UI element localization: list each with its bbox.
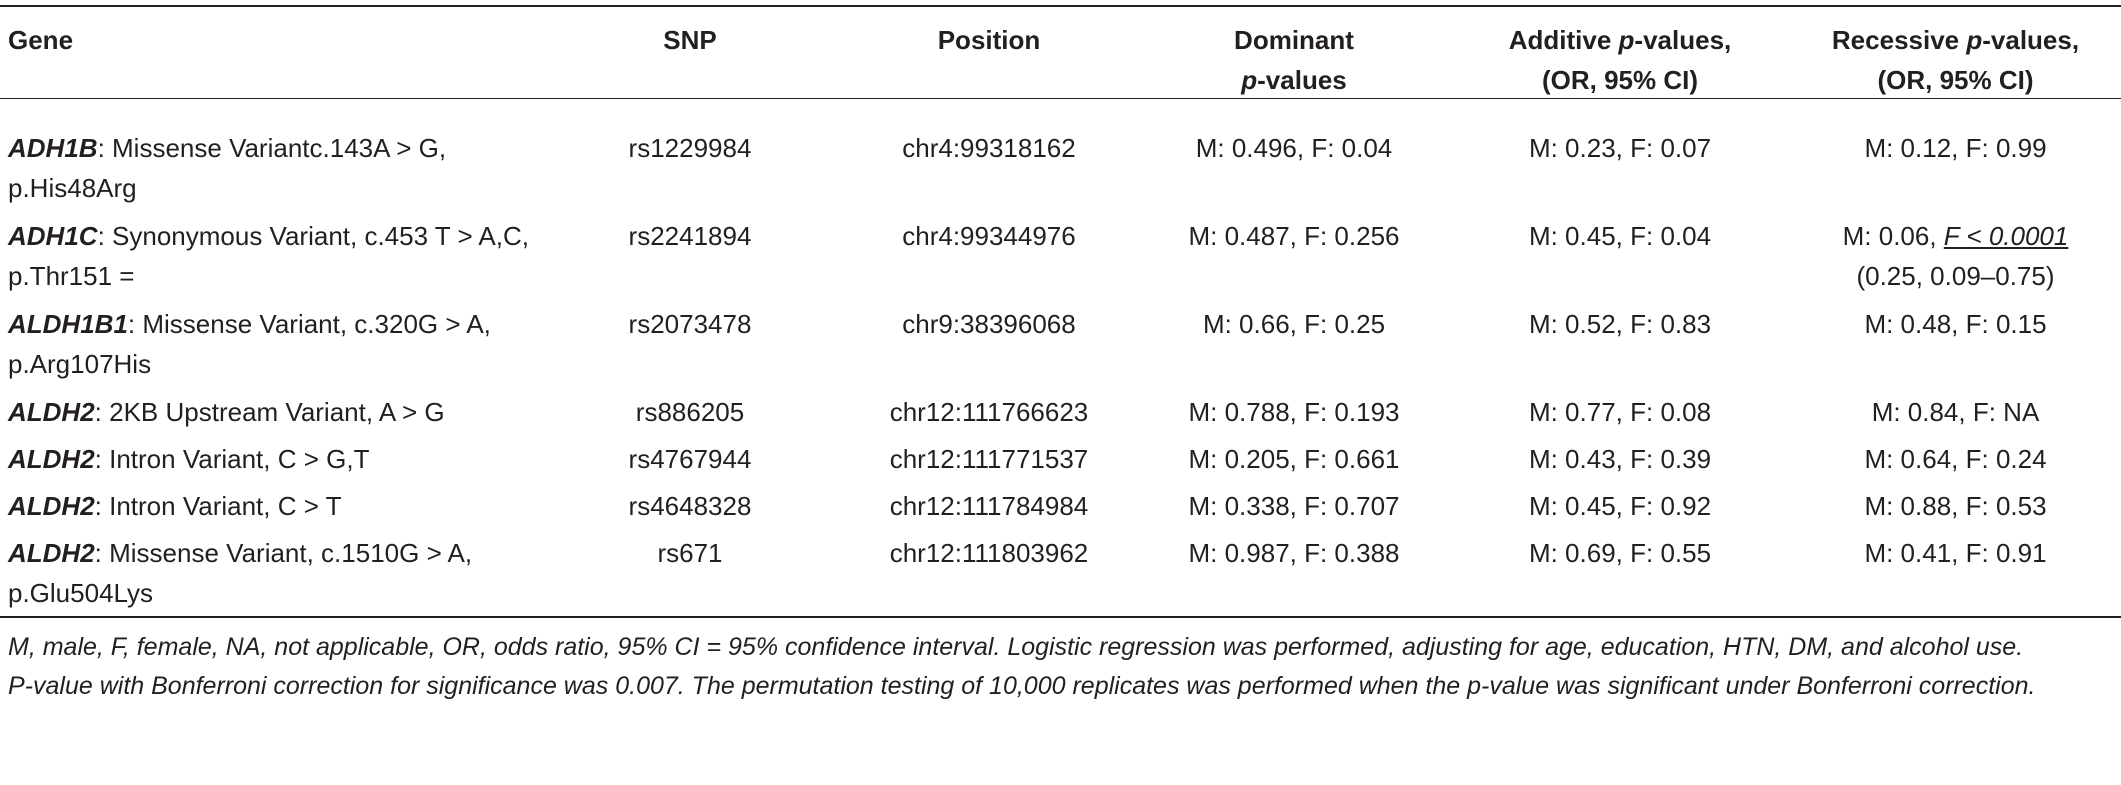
table-row: ALDH2: Intron Variant, C > T rs4648328 c… <box>0 479 2121 526</box>
position-cell: chr12:111771537 <box>889 444 1089 474</box>
table-header: Gene SNP Position Dominant p-values Addit… <box>0 6 2121 112</box>
dominant-cell: M: 0.788, F: 0.193 <box>1188 397 1400 427</box>
recessive-cell: M: 0.64, F: 0.24 <box>1864 444 2047 474</box>
position-cell: chr4:99318162 <box>902 133 1076 163</box>
header-rule <box>0 98 2121 99</box>
table-row: ADH1C: Synonymous Variant, c.453 T > A,C… <box>0 208 2121 296</box>
table-footnotes: M, male, F, female, NA, not applicable, … <box>8 630 2113 708</box>
recessive-cell: M: 0.12, F: 0.99 <box>1864 133 2047 163</box>
snp-cell: rs2073478 <box>628 309 752 339</box>
table-row: ALDH2: 2KB Upstream Variant, A > G rs886… <box>0 384 2121 432</box>
header-gene: Gene <box>8 25 74 55</box>
table-row: ALDH2: Intron Variant, C > G,T rs4767944… <box>0 432 2121 479</box>
header-recessive: Recessive p-values, (OR, 95% CI) <box>1831 25 2080 95</box>
results-table: Gene SNP Position Dominant p-values Addit… <box>0 6 2121 613</box>
footnote-abbreviations: M, male, F, female, NA, not applicable, … <box>8 633 2024 661</box>
significant-value: F < 0.0001 <box>1943 221 2069 251</box>
position-cell: chr9:38396068 <box>902 309 1076 339</box>
gene-cell: ADH1C: Synonymous Variant, c.453 T > A,C… <box>0 208 540 296</box>
position-cell: chr12:111803962 <box>889 538 1089 568</box>
snp-cell: rs4767944 <box>628 444 752 474</box>
table-row: ALDH1B1: Missense Variant, c.320G > A, p… <box>0 296 2121 384</box>
position-cell: chr12:111784984 <box>889 491 1089 521</box>
recessive-cell: M: 0.88, F: 0.53 <box>1864 491 2047 521</box>
table-body: ADH1B: Missense Variantc.143A > G, p.His… <box>0 112 2121 613</box>
gene-name: ALDH1B1 <box>8 309 128 339</box>
bottom-rule <box>0 616 2121 618</box>
position-cell: chr12:111766623 <box>889 397 1089 427</box>
gene-cell: ALDH1B1: Missense Variant, c.320G > A, p… <box>0 296 540 384</box>
additive-cell: M: 0.23, F: 0.07 <box>1528 133 1712 163</box>
additive-cell: M: 0.45, F: 0.04 <box>1528 221 1712 251</box>
recessive-cell: M: 0.48, F: 0.15 <box>1864 309 2047 339</box>
dominant-cell: M: 0.987, F: 0.388 <box>1188 538 1400 568</box>
recessive-cell: M: 0.84, F: NA <box>1871 397 2040 427</box>
header-position: Position <box>937 25 1041 55</box>
variant-description: : Synonymous Variant, c.453 T > A,C, p.T… <box>8 221 529 291</box>
snp-cell: rs2241894 <box>628 221 752 251</box>
gene-name: ALDH2 <box>8 538 95 568</box>
recessive-cell: M: 0.41, F: 0.91 <box>1864 538 2047 568</box>
header-snp: SNP <box>663 25 717 55</box>
table-row: ALDH2: Missense Variant, c.1510G > A, p.… <box>0 526 2121 613</box>
top-rule <box>0 5 2121 7</box>
gene-name: ALDH2 <box>8 491 95 521</box>
gene-name: ADH1B <box>8 133 98 163</box>
snp-cell: rs886205 <box>635 397 745 427</box>
table-row: ADH1B: Missense Variantc.143A > G, p.His… <box>0 112 2121 208</box>
position-cell: chr4:99344976 <box>902 221 1076 251</box>
dominant-cell: M: 0.487, F: 0.256 <box>1188 221 1400 251</box>
gene-cell: ALDH2: Missense Variant, c.1510G > A, p.… <box>0 526 540 613</box>
dominant-cell: M: 0.66, F: 0.25 <box>1202 309 1386 339</box>
gene-name: ALDH2 <box>8 397 95 427</box>
footnote-bonferroni: P-value with Bonferroni correction for s… <box>8 672 2036 700</box>
snp-cell: rs4648328 <box>628 491 752 521</box>
variant-description: : Missense Variantc.143A > G, p.His48Arg <box>8 133 447 203</box>
header-additive: Additive p-values, (OR, 95% CI) <box>1508 25 1732 95</box>
gene-cell: ALDH2: 2KB Upstream Variant, A > G <box>0 384 540 432</box>
odds-ratio-ci: (0.25, 0.09–0.75) <box>1856 261 2055 291</box>
additive-cell: M: 0.77, F: 0.08 <box>1528 397 1712 427</box>
additive-cell: M: 0.52, F: 0.83 <box>1528 309 1712 339</box>
header-dominant: Dominant p-values <box>1234 25 1354 95</box>
variant-description: : 2KB Upstream Variant, A > G <box>94 397 445 427</box>
dominant-cell: M: 0.338, F: 0.707 <box>1188 491 1400 521</box>
variant-description: : Intron Variant, C > G,T <box>94 444 370 474</box>
additive-cell: M: 0.69, F: 0.55 <box>1528 538 1712 568</box>
additive-cell: M: 0.43, F: 0.39 <box>1528 444 1712 474</box>
gene-cell: ADH1B: Missense Variantc.143A > G, p.His… <box>0 112 540 208</box>
additive-cell: M: 0.45, F: 0.92 <box>1528 491 1712 521</box>
variant-description: : Intron Variant, C > T <box>94 491 342 521</box>
gene-name: ALDH2 <box>8 444 95 474</box>
snp-cell: rs1229984 <box>628 133 752 163</box>
variant-description: : Missense Variant, c.1510G > A, p.Glu50… <box>8 538 473 608</box>
snp-cell: rs671 <box>657 538 723 568</box>
gene-cell: ALDH2: Intron Variant, C > G,T <box>0 432 540 479</box>
dominant-cell: M: 0.496, F: 0.04 <box>1195 133 1393 163</box>
gene-cell: ALDH2: Intron Variant, C > T <box>0 479 540 526</box>
variant-description: : Missense Variant, c.320G > A, p.Arg107… <box>8 309 491 379</box>
recessive-cell: M: 0.06, F < 0.0001 (0.25, 0.09–0.75) <box>1842 221 2069 291</box>
gene-name: ADH1C <box>8 221 98 251</box>
dominant-cell: M: 0.205, F: 0.661 <box>1188 444 1400 474</box>
